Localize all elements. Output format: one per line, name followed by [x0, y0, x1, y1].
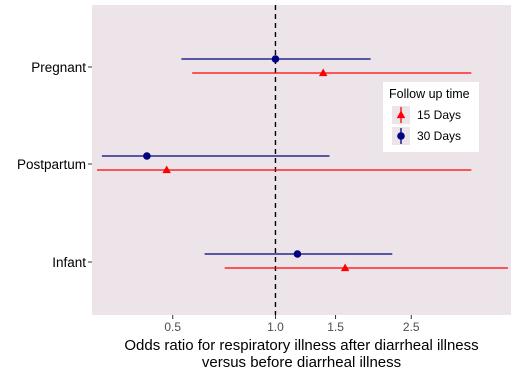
category-label: Pregnant [31, 60, 86, 75]
x-tick-label: 1.5 [327, 320, 344, 334]
estimate-point [340, 263, 350, 272]
legend-label: 15 Days [417, 108, 461, 122]
x-tick-label: 2.5 [403, 320, 420, 334]
estimate-point [162, 165, 171, 174]
series [97, 55, 508, 272]
estimate-point [293, 250, 302, 258]
legend-label: 30 Days [417, 129, 461, 143]
y-axis: Pregnant Postpartum Infant [17, 60, 92, 270]
estimate-point [318, 68, 328, 77]
x-tick-label: 0.5 [164, 320, 181, 334]
category-label: Postpartum [17, 157, 86, 172]
x-axis-title-line: Odds ratio for respiratory illness after… [124, 337, 478, 354]
x-axis-title: Odds ratio for respiratory illness after… [124, 337, 478, 371]
plot-panel [92, 5, 511, 315]
category-label: Infant [52, 255, 86, 270]
legend: Follow up time 15 Days 30 Days [383, 82, 479, 152]
estimate-point [143, 152, 151, 160]
legend-key-marker [396, 110, 406, 119]
legend-key-marker [397, 132, 405, 140]
x-axis-title-line: versus before diarrheal illness [202, 354, 401, 371]
x-axis: 0.5 1.0 1.5 2.5 [164, 315, 420, 334]
estimate-point [271, 55, 280, 63]
legend-title: Follow up time [389, 87, 470, 101]
x-tick-label: 1.0 [267, 320, 284, 334]
